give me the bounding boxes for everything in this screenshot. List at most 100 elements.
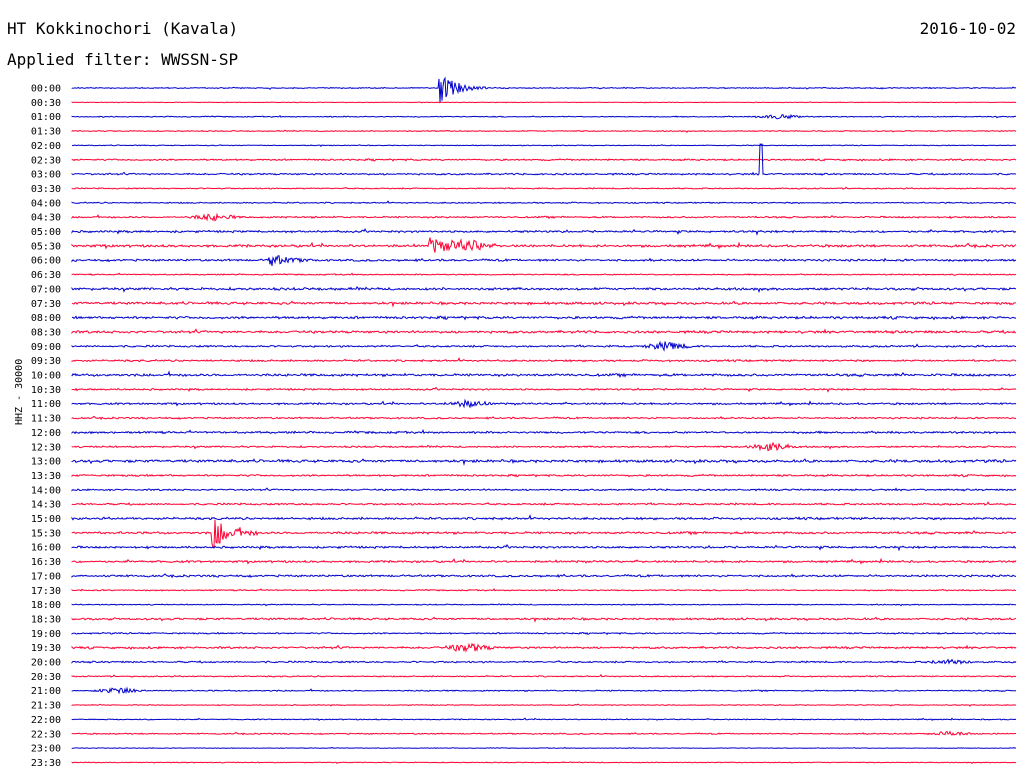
time-label-2230: 22:30 [31,729,61,740]
trace-1600 [71,543,1017,552]
trace-1100 [71,398,1017,409]
time-label-1830: 18:30 [31,614,61,625]
trace-2130 [71,703,1017,707]
trace-2300 [71,746,1017,750]
filter-label: Applied filter: WWSSN-SP [7,50,239,69]
trace-0400 [71,200,1016,205]
trace-2230 [71,730,1017,737]
trace-1230 [71,441,1017,452]
time-label-0000: 00:00 [31,84,61,95]
trace-0630 [71,272,1017,276]
time-label-0630: 06:30 [31,270,61,281]
trace-1630 [71,557,1017,565]
time-label-1730: 17:30 [31,586,61,597]
trace-0600 [71,255,1017,266]
trace-0030 [71,101,1017,104]
trace-0430 [71,212,1017,222]
time-label-2100: 21:00 [31,686,61,697]
time-label-2000: 20:00 [31,658,61,669]
trace-1900 [71,631,1017,636]
trace-0730 [71,300,1017,308]
time-label-0330: 03:30 [31,184,61,195]
trace-1530 [71,519,1017,549]
trace-1030 [71,386,1017,393]
trace-1830 [71,616,1017,623]
trace-0830 [71,328,1017,335]
time-label-0600: 06:00 [31,256,61,267]
trace-0230 [71,158,1017,162]
trace-0200 [71,144,1017,148]
trace-0530 [71,237,1017,253]
time-label-0900: 09:00 [31,342,61,353]
trace-0100 [71,113,1017,120]
time-label-1400: 14:00 [31,485,61,496]
time-label-2200: 22:00 [31,715,61,726]
time-label-0400: 04:00 [31,198,61,209]
time-label-0700: 07:00 [31,284,61,295]
channel-label: HHZ - 30000 [14,358,25,425]
trace-1330 [71,473,1017,478]
time-label-0800: 08:00 [31,313,61,324]
time-label-1230: 12:30 [31,442,61,453]
time-label-1800: 18:00 [31,600,61,611]
trace-1300 [71,458,1017,466]
trace-1000 [71,370,1017,379]
trace-0900 [71,340,1017,352]
trace-1400 [71,487,1017,492]
trace-0330 [71,186,1017,190]
trace-1430 [71,501,1017,506]
trace-1930 [71,642,1017,653]
time-label-1600: 16:00 [31,543,61,554]
time-label-2030: 20:30 [31,672,61,683]
time-label-1430: 14:30 [31,500,61,511]
time-label-1000: 10:00 [31,371,61,382]
time-label-1300: 13:00 [31,457,61,468]
date-label: 2016-10-02 [919,19,1016,38]
time-label-0530: 05:30 [31,241,61,252]
time-label-0730: 07:30 [31,299,61,310]
trace-1730 [71,588,1017,592]
time-label-1500: 15:00 [31,514,61,525]
trace-0300 [71,143,1017,176]
time-label-2130: 21:30 [31,701,61,712]
trace-0500 [71,228,1017,236]
time-label-0030: 00:30 [31,98,61,109]
time-label-0100: 01:00 [31,112,61,123]
time-label-1200: 12:00 [31,428,61,439]
time-label-0830: 08:30 [31,327,61,338]
time-label-0930: 09:30 [31,356,61,367]
trace-1130 [71,415,1017,421]
time-label-0230: 02:30 [31,155,61,166]
trace-2200 [71,717,1017,722]
time-label-0430: 04:30 [31,213,61,224]
time-label-2300: 23:00 [31,744,61,755]
time-label-0300: 03:00 [31,170,61,181]
time-label-0500: 05:00 [31,227,61,238]
time-label-1700: 17:00 [31,571,61,582]
time-label-1330: 13:30 [31,471,61,482]
time-label-1100: 11:00 [31,399,61,410]
time-label-2330: 23:30 [31,758,61,769]
trace-2030 [71,673,1017,678]
time-label-1630: 16:30 [31,557,61,568]
station-title: HT Kokkinochori (Kavala) [7,19,239,38]
trace-0700 [71,285,1016,294]
time-label-0200: 02:00 [31,141,61,152]
trace-2330 [71,761,1017,764]
trace-1500 [71,514,1017,521]
trace-0930 [71,357,1017,363]
time-label-0130: 01:30 [31,127,61,138]
trace-1800 [71,603,1017,607]
time-label-1030: 10:30 [31,385,61,396]
trace-1200 [71,429,1016,435]
trace-2100 [71,686,1017,695]
trace-0800 [71,315,1017,321]
time-label-1530: 15:30 [31,528,61,539]
trace-0000 [71,76,1017,103]
time-label-1130: 11:30 [31,414,61,425]
trace-1700 [71,573,1017,579]
time-label-1900: 19:00 [31,629,61,640]
trace-2000 [71,658,1017,665]
trace-0130 [71,129,1017,133]
